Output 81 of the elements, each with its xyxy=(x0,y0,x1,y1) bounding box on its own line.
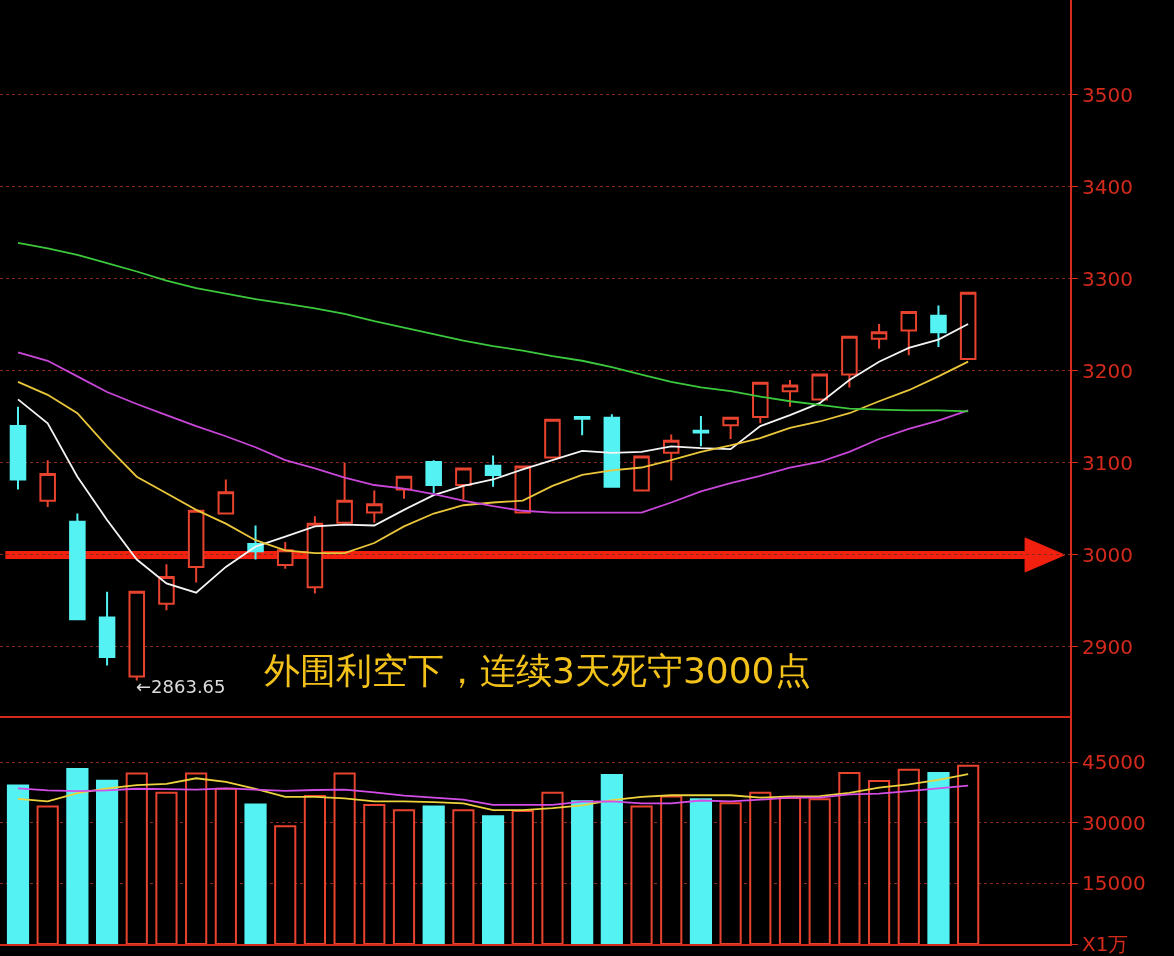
bar xyxy=(125,772,148,944)
y-tick-label: 3200 xyxy=(1082,358,1133,383)
bar xyxy=(927,772,950,944)
candlestick xyxy=(276,541,294,570)
bar xyxy=(185,772,208,944)
bar xyxy=(155,791,178,944)
candlestick xyxy=(366,489,383,524)
bar xyxy=(452,809,475,944)
y-tick-label: 3400 xyxy=(1082,174,1133,199)
candlestick xyxy=(959,291,977,360)
candlestick xyxy=(69,512,86,621)
candlestick xyxy=(544,418,561,459)
candlestick xyxy=(9,405,27,491)
candlestick xyxy=(870,322,888,350)
bar xyxy=(333,772,356,944)
bar xyxy=(808,798,831,944)
candlestick xyxy=(633,455,650,492)
bar xyxy=(36,805,59,944)
candlestick xyxy=(900,310,918,357)
bar xyxy=(422,805,445,944)
candlestick xyxy=(484,454,502,488)
annotation: 外围利空下，连续3天死守3000点 xyxy=(264,650,811,691)
bar xyxy=(719,802,742,944)
bar xyxy=(867,780,891,944)
bar xyxy=(392,809,416,944)
bar xyxy=(897,768,920,944)
bar xyxy=(541,791,564,944)
y-tick-label: 3000 xyxy=(1082,542,1133,567)
bar xyxy=(274,825,297,944)
candlestick xyxy=(722,416,739,440)
candlestick xyxy=(692,414,710,448)
candlestick xyxy=(128,590,146,682)
bar xyxy=(600,774,623,944)
bar xyxy=(511,810,534,944)
line-series xyxy=(17,773,970,812)
y-tick-label: X1万 xyxy=(1082,932,1129,956)
line-series xyxy=(17,784,970,806)
y-tick-label: 15000 xyxy=(1082,871,1146,896)
y-tick-label: 2900 xyxy=(1082,634,1133,659)
candlestick xyxy=(781,379,799,408)
candlestick xyxy=(573,415,591,437)
bar xyxy=(244,803,267,944)
bar xyxy=(66,767,89,944)
candlestick xyxy=(811,373,828,401)
bar xyxy=(214,787,237,944)
candlestick xyxy=(752,381,769,425)
line-series xyxy=(17,242,970,413)
bar xyxy=(630,805,653,944)
y-tick-label: 45000 xyxy=(1082,750,1146,775)
candlestick xyxy=(158,563,175,612)
bar xyxy=(838,772,861,944)
bar xyxy=(660,795,683,944)
y-tick-label: 30000 xyxy=(1082,810,1146,835)
candlestick xyxy=(841,335,858,389)
y-tick-label: 3500 xyxy=(1082,82,1133,107)
candlestick xyxy=(930,304,947,348)
candlestick xyxy=(39,459,56,509)
bar xyxy=(481,815,505,944)
bar xyxy=(749,791,772,944)
line-series xyxy=(17,323,970,594)
candlestick xyxy=(306,515,324,595)
candlestick xyxy=(455,467,472,501)
bar xyxy=(689,798,713,944)
bar xyxy=(571,800,594,944)
candlestick xyxy=(187,509,205,584)
line-series xyxy=(17,360,970,555)
candlestick xyxy=(662,433,680,482)
annotation: ←2863.65 xyxy=(136,676,226,697)
y-tick-label: 3100 xyxy=(1082,450,1133,475)
candlestick xyxy=(425,459,442,495)
bar xyxy=(6,784,30,944)
bar xyxy=(303,795,327,944)
y-tick-label: 3300 xyxy=(1082,266,1133,291)
candlestick xyxy=(603,413,621,488)
candlestick xyxy=(98,590,116,667)
bar xyxy=(95,779,119,944)
bar xyxy=(957,764,980,944)
bar xyxy=(363,803,386,944)
candlestick xyxy=(336,461,353,524)
candlestick xyxy=(217,478,235,516)
bar xyxy=(778,797,802,944)
